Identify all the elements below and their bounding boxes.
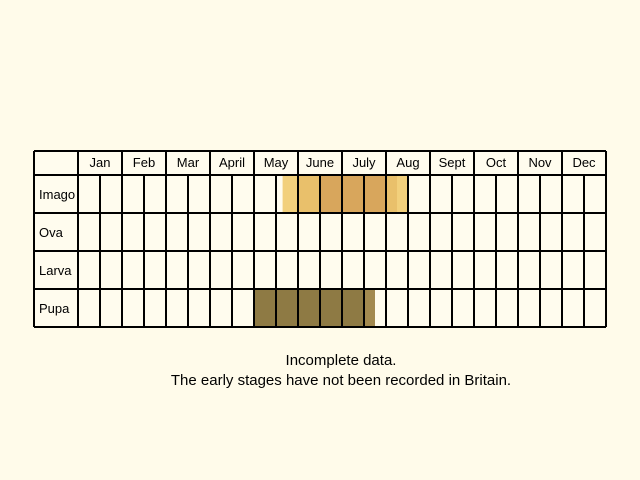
stage-label-imago: Imago bbox=[39, 187, 75, 202]
band-imago-4 bbox=[397, 175, 408, 213]
band-imago-2 bbox=[320, 175, 386, 213]
month-label-nov: Nov bbox=[528, 155, 552, 170]
stage-label-larva: Larva bbox=[39, 263, 72, 278]
band-imago-0 bbox=[282, 175, 298, 213]
month-label-feb: Feb bbox=[133, 155, 155, 170]
stage-label-pupa: Pupa bbox=[39, 301, 70, 316]
month-label-may: May bbox=[264, 155, 289, 170]
band-pupa-1 bbox=[364, 289, 375, 327]
month-label-april: April bbox=[219, 155, 245, 170]
month-label-oct: Oct bbox=[486, 155, 507, 170]
note-early-stages: The early stages have not been recorded … bbox=[170, 372, 512, 389]
band-imago-3 bbox=[386, 175, 397, 213]
band-imago-1 bbox=[298, 175, 320, 213]
month-label-july: July bbox=[352, 155, 376, 170]
month-label-jan: Jan bbox=[90, 155, 111, 170]
note-incomplete-data: Incomplete data. bbox=[285, 352, 397, 369]
stage-label-ova: Ova bbox=[39, 225, 64, 240]
month-label-june: June bbox=[306, 155, 334, 170]
month-label-dec: Dec bbox=[572, 155, 596, 170]
month-label-sept: Sept bbox=[439, 155, 466, 170]
month-label-mar: Mar bbox=[177, 155, 200, 170]
band-pupa-0 bbox=[254, 289, 364, 327]
month-label-aug: Aug bbox=[396, 155, 419, 170]
